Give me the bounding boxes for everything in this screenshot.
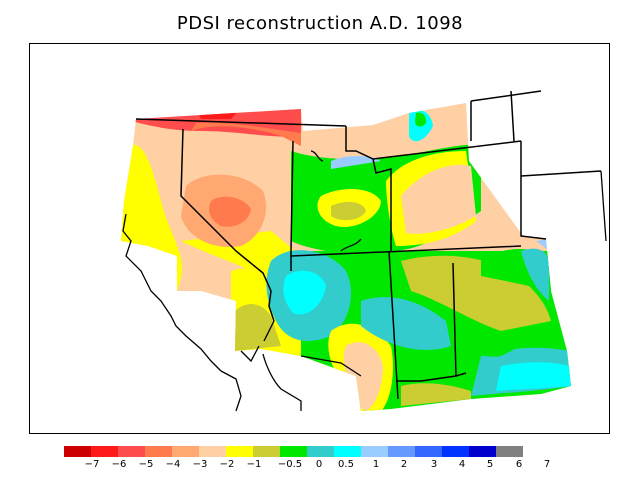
legend-label: 0.5 (338, 459, 354, 470)
legend-swatch (361, 446, 388, 457)
legend-swatch (307, 446, 334, 457)
legend-swatch (388, 446, 415, 457)
legend-label: 1 (372, 459, 380, 470)
legend-swatch (226, 446, 253, 457)
legend-label: −5 (138, 459, 154, 470)
legend-label: −4 (165, 459, 181, 470)
legend-label: 7 (543, 459, 551, 470)
coastline (122, 150, 607, 412)
legend-label: −0.5 (277, 459, 303, 470)
legend-label: 4 (458, 459, 466, 470)
state-borders (135, 90, 602, 400)
legend-swatch (469, 446, 496, 457)
legend-swatch (442, 446, 469, 457)
legend-label: −3 (192, 459, 208, 470)
legend-swatch (199, 446, 226, 457)
legend-label: 2 (400, 459, 408, 470)
legend-swatch (172, 446, 199, 457)
map-title: PDSI reconstruction A.D. 1098 (176, 13, 464, 34)
legend-label: 0 (315, 459, 323, 470)
legend-swatch (280, 446, 307, 457)
legend-label: −7 (84, 459, 100, 470)
legend-swatch (91, 446, 118, 457)
legend-label: −2 (219, 459, 235, 470)
pdsi-map (121, 90, 607, 412)
legend-label: −1 (246, 459, 262, 470)
legend-swatch (118, 446, 145, 457)
legend-swatch (253, 446, 280, 457)
legend-swatch (415, 446, 442, 457)
legend-swatch (64, 446, 91, 457)
legend-swatch (496, 446, 523, 457)
legend-label: 5 (486, 459, 494, 470)
legend-swatch (334, 446, 361, 457)
pdsi-field (121, 103, 571, 411)
legend-swatch (145, 446, 172, 457)
legend-label: −6 (111, 459, 127, 470)
legend-label: 3 (430, 459, 438, 470)
map-frame (29, 43, 610, 434)
legend-label: 6 (515, 459, 523, 470)
